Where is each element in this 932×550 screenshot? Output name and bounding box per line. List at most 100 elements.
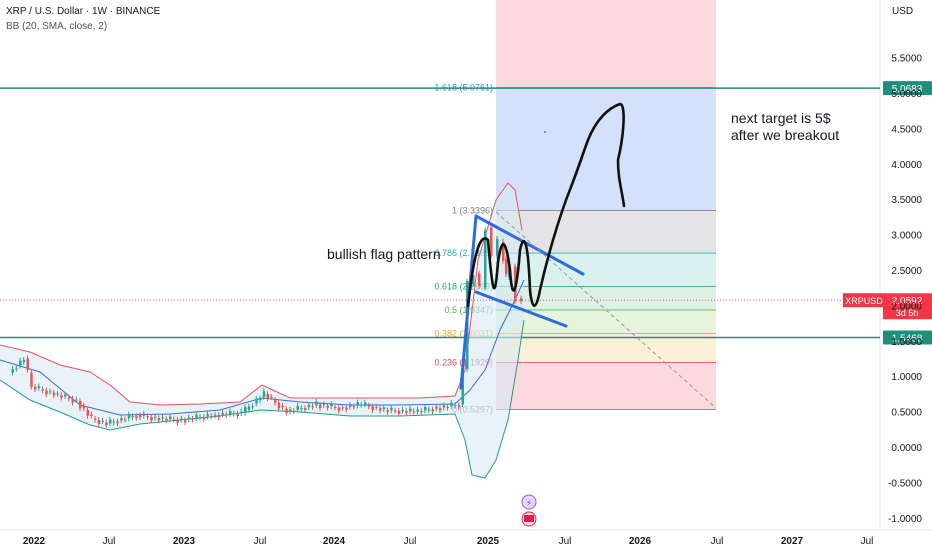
candle-body <box>15 368 18 370</box>
candle-body <box>67 397 71 399</box>
candle-body <box>94 418 97 420</box>
candle-body <box>478 273 481 287</box>
candle-body <box>341 407 344 409</box>
candle-body <box>446 406 449 408</box>
candle-body <box>172 419 176 421</box>
candle-body <box>214 414 217 416</box>
y-tick-label: 0.0000 <box>891 443 922 454</box>
candle-body <box>300 408 303 410</box>
x-tick-label: Jul <box>559 536 572 547</box>
candle-body <box>364 402 367 405</box>
candle-body <box>304 408 307 411</box>
fib-zone-0382 <box>496 333 716 363</box>
candle-body <box>435 406 438 409</box>
y-tick-label: 0.5000 <box>891 408 922 419</box>
candle-body <box>109 419 112 424</box>
candle-body <box>345 407 348 410</box>
candle-body <box>191 418 194 420</box>
candle-body <box>450 402 453 407</box>
fib-zone-1 <box>496 210 716 254</box>
fib-zone-0786 <box>496 253 716 287</box>
candle-body <box>382 407 386 410</box>
candle-body <box>322 404 326 406</box>
indicator-legend[interactable]: BB (20, SMA, close, 2) <box>6 21 108 32</box>
candle-body <box>236 413 239 417</box>
candle-body <box>199 416 202 418</box>
candle-body <box>431 409 434 412</box>
candle-body <box>502 241 505 261</box>
candle-body <box>454 405 457 407</box>
target-dot <box>544 131 546 133</box>
candle-body <box>416 409 419 412</box>
y-tick-label: 5.5000 <box>891 54 922 65</box>
target-annotation[interactable]: next target is 5$ after we breakout <box>731 110 840 143</box>
fib-label-1: 1 (3.3396) <box>452 206 493 216</box>
candle-body <box>52 392 56 396</box>
candle-body <box>352 406 356 408</box>
candle-body <box>289 409 292 412</box>
candle-body <box>461 369 464 405</box>
candle-body <box>326 405 329 408</box>
candle-body <box>19 360 22 366</box>
candle-body <box>270 396 273 398</box>
candle-body <box>37 386 41 388</box>
bb-basis <box>0 279 525 416</box>
candle-body <box>307 404 311 408</box>
candle-body <box>259 398 262 401</box>
fib-zone-top <box>496 0 716 88</box>
candle-body <box>439 408 442 411</box>
fib-zone-0236 <box>496 362 716 410</box>
level-badge-0 <box>883 81 932 96</box>
candle-body <box>496 238 499 256</box>
y-tick-label: 2.0000 <box>891 301 922 312</box>
candle-body <box>375 406 378 408</box>
y-tick-label: 2.5000 <box>891 266 922 277</box>
candle-body <box>101 420 104 422</box>
candle-body <box>251 406 254 408</box>
candle-body <box>412 411 416 413</box>
candle-body <box>371 406 374 411</box>
candle-body <box>360 404 363 406</box>
candle-body <box>139 415 142 418</box>
candle-body <box>105 422 108 426</box>
level-badge-1 <box>883 330 932 345</box>
candle-body <box>386 410 389 412</box>
bb-fill <box>0 183 524 478</box>
candle-body <box>285 408 288 414</box>
fib-label-2: 0.786 (2.7388) <box>434 248 493 258</box>
price-badge-value: 2.0592 <box>892 296 923 307</box>
candle-body <box>64 394 67 397</box>
x-tick-label: Jul <box>711 536 724 547</box>
candle-body <box>349 404 352 407</box>
candle-body <box>131 416 134 418</box>
candle-body <box>420 411 423 413</box>
candle-body <box>255 398 258 404</box>
candle-body <box>150 416 153 421</box>
candle-body <box>240 411 243 414</box>
candle-body <box>334 406 337 408</box>
flag-annotation[interactable]: bullish flag pattern <box>327 246 441 262</box>
candle-body <box>281 405 284 408</box>
candle-body <box>202 416 206 420</box>
symbol-title[interactable]: XRP / U.S. Dollar · 1W · BINANCE <box>6 6 161 17</box>
lightning-icon: ⚡ <box>526 499 532 509</box>
candle-body <box>26 358 29 370</box>
candle-body <box>401 409 404 411</box>
symbol-badge-text: XRPUSD <box>845 296 883 306</box>
y-tick-label: 4.5000 <box>891 124 922 135</box>
y-tick-label: 1.5000 <box>891 337 922 348</box>
candle-body <box>315 401 318 406</box>
level-badge-text-0: 5.0683 <box>892 84 923 95</box>
currency-label[interactable]: USD <box>892 6 914 17</box>
candle-body <box>187 417 191 420</box>
candle-body <box>210 415 213 417</box>
candle-body <box>146 416 149 418</box>
candle-body <box>82 405 86 409</box>
candle-body <box>397 410 401 414</box>
x-tick-label: Jul <box>404 536 417 547</box>
candle-body <box>124 419 127 421</box>
candle-body <box>379 408 382 411</box>
candle-body <box>116 421 119 424</box>
candle-body <box>505 259 508 275</box>
